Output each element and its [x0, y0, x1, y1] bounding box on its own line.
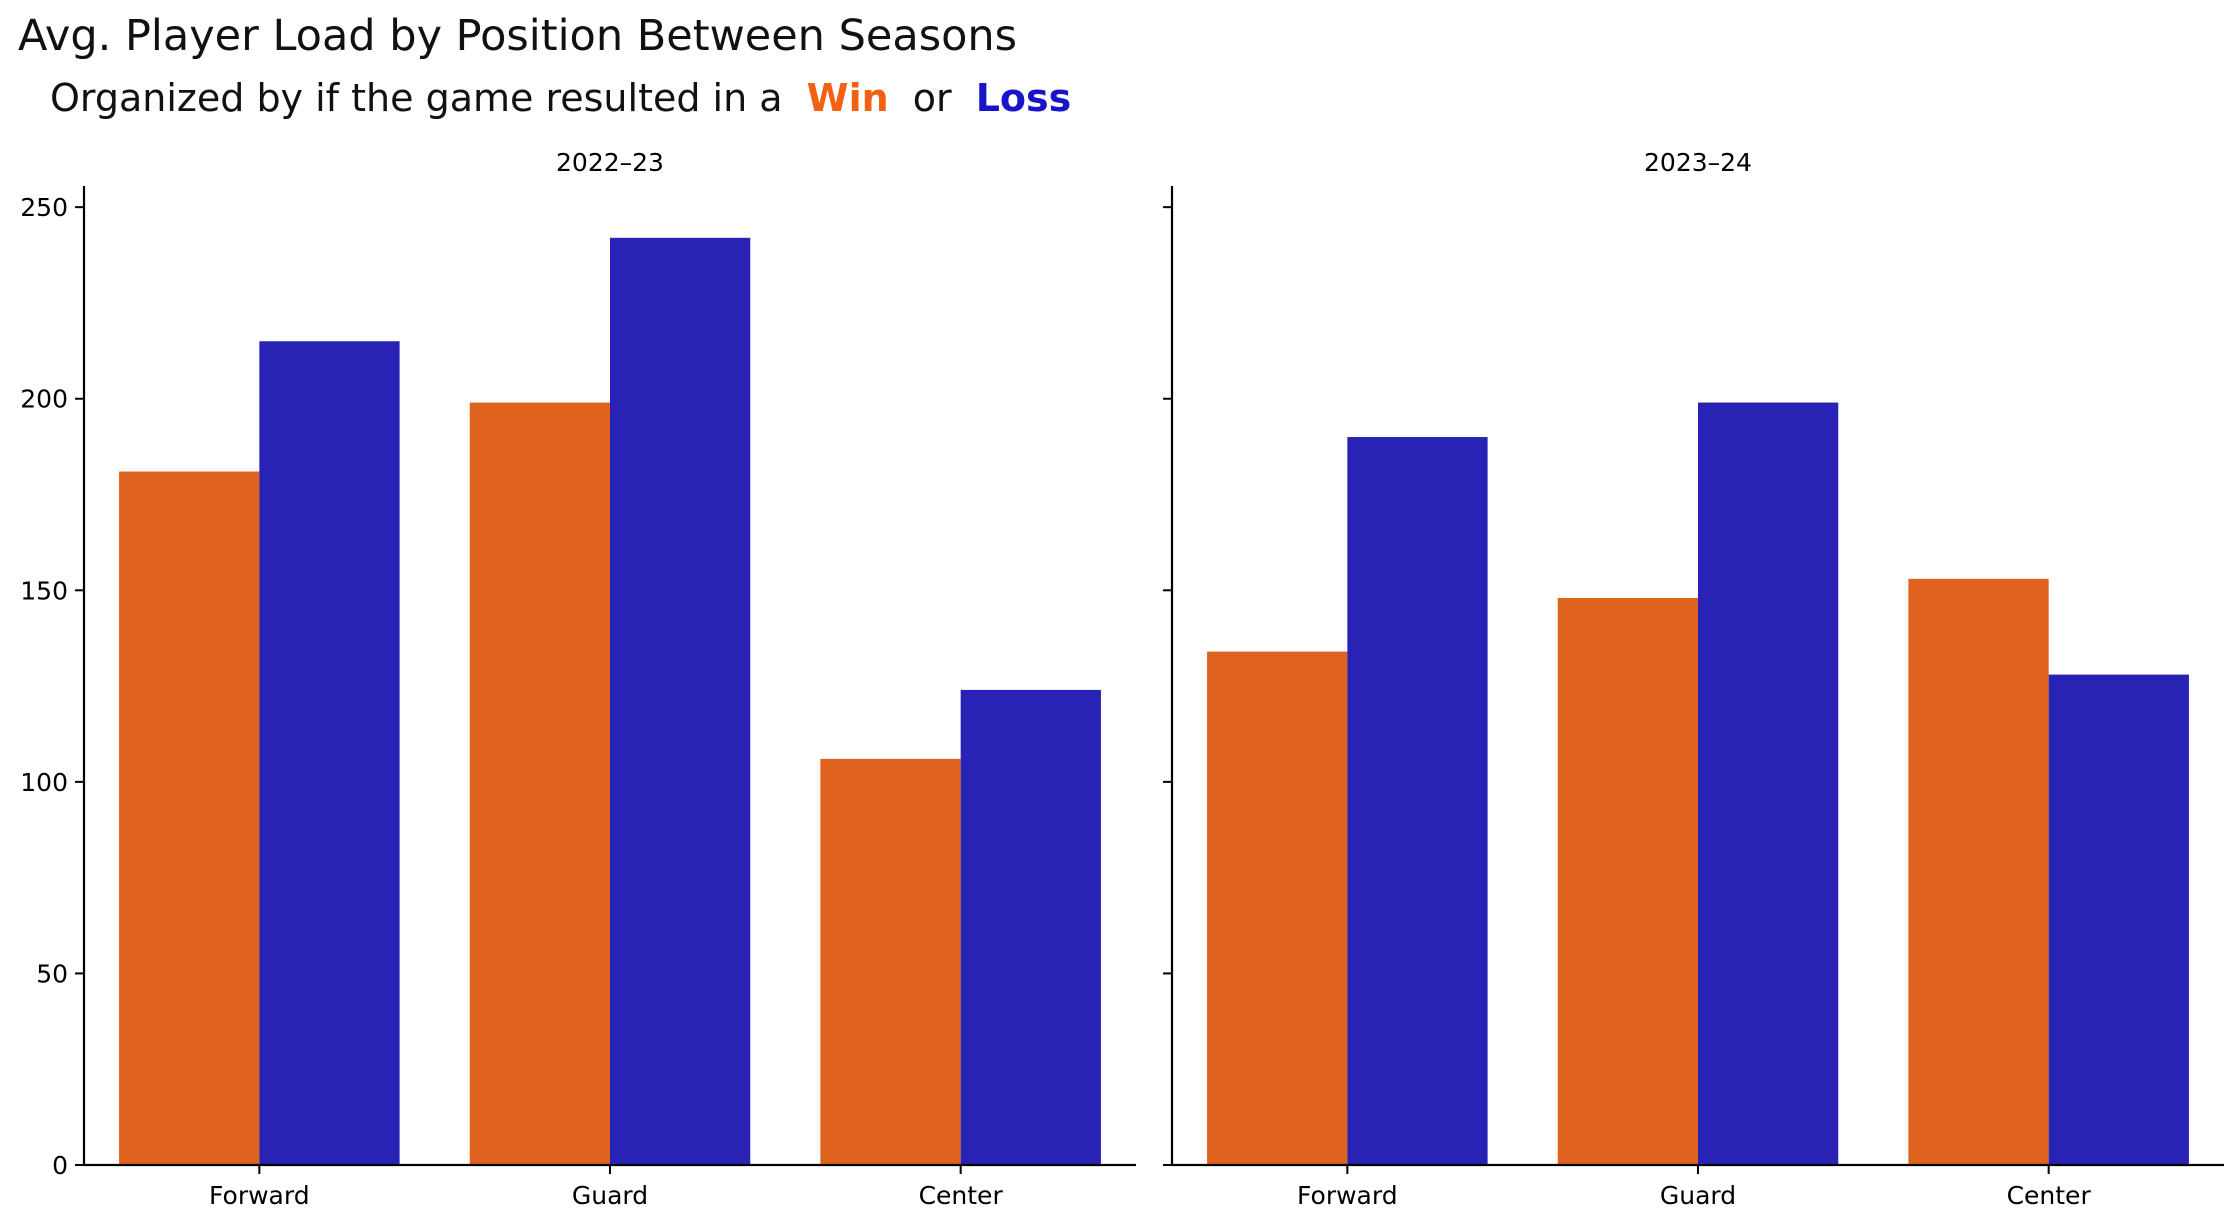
x-tick-label: Center: [2007, 1181, 2092, 1210]
x-tick-label: Guard: [1660, 1181, 1736, 1210]
y-tick-label: 250: [20, 193, 68, 222]
chart-panels: 2022–23 0 50 100 150 200 250 Forward Guard Center…: [20, 148, 2224, 1210]
bar-loss-forward: [259, 341, 400, 1166]
y-tick-label: 50: [36, 959, 68, 988]
y-tick-label: 0: [52, 1151, 68, 1180]
bar-loss-guard: [610, 237, 751, 1165]
y-tick-label: 150: [20, 576, 68, 605]
chart-panel-2: 2023–24 Forward Guard Center: [1163, 148, 2224, 1210]
bar-win-center: [1908, 578, 2049, 1165]
y-tick-label: 100: [20, 768, 68, 797]
bar-win-forward: [1207, 651, 1348, 1165]
x-tick-label: Center: [919, 1181, 1004, 1210]
subtitle-prefix: Organized by if the game resulted in a: [50, 76, 783, 120]
x-tick-label: Forward: [209, 1181, 310, 1210]
subtitle-middle: or: [913, 76, 952, 120]
bar-loss-forward: [1347, 437, 1488, 1166]
x-tick-label: Forward: [1297, 1181, 1398, 1210]
panel-title: 2022–23: [556, 148, 664, 177]
subtitle-win-word: Win: [807, 76, 889, 120]
panel-title: 2023–24: [1644, 148, 1752, 177]
y-tick-label: 200: [20, 385, 68, 414]
chart-panel-1: 2022–23 0 50 100 150 200 250 Forward Guard Center: [20, 148, 1136, 1210]
bar-win-guard: [469, 402, 610, 1165]
subtitle-loss-word: Loss: [976, 76, 1072, 120]
bar-win-guard: [1557, 597, 1698, 1165]
bar-win-center: [820, 758, 961, 1165]
chart-title: Avg. Player Load by Position Between Sea…: [18, 11, 1017, 61]
bar-loss-center: [2048, 674, 2189, 1165]
bar-loss-guard: [1698, 402, 1839, 1165]
bar-loss-center: [960, 689, 1101, 1165]
bar-win-forward: [119, 471, 260, 1165]
chart-subtitle: Organized by if the game resulted in a W…: [50, 76, 1071, 120]
x-tick-label: Guard: [572, 1181, 648, 1210]
